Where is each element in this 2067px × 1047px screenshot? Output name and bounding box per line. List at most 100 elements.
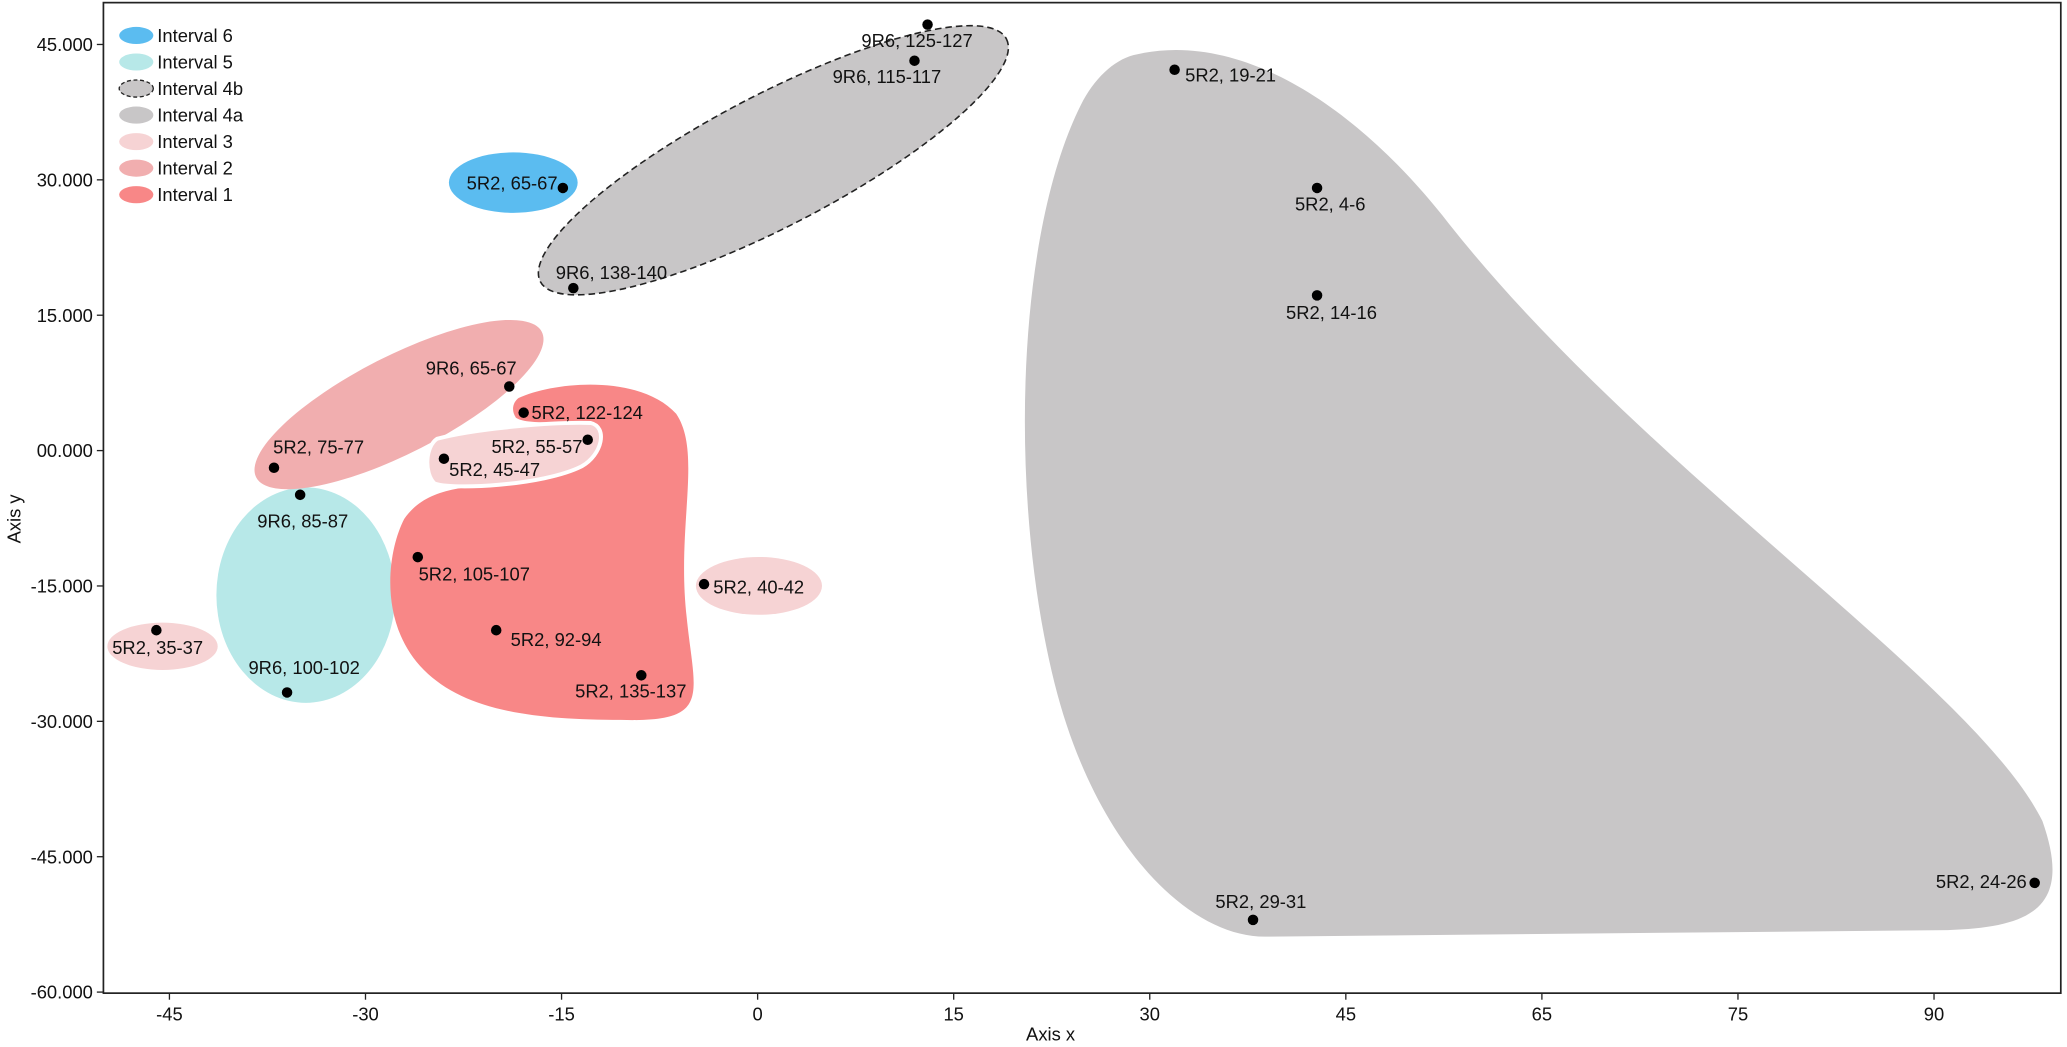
data-point: 5R2, 35-37: [112, 624, 203, 658]
data-point: 5R2, 65-67: [467, 172, 569, 194]
legend-label: Interval 6: [157, 25, 233, 46]
y-tick-label: 45.000: [37, 34, 93, 55]
point-marker: [698, 578, 710, 590]
data-point: 5R2, 29-31: [1215, 891, 1306, 926]
legend-swatch: [119, 186, 154, 204]
region-interval-3-b: [695, 556, 822, 615]
y-tick-label: -15.000: [31, 576, 93, 597]
point-marker: [2029, 877, 2040, 889]
point-label: 5R2, 14-16: [1286, 302, 1377, 323]
y-axis-label: Axis y: [4, 494, 25, 544]
data-point: 5R2, 45-47: [438, 453, 540, 480]
x-tick-label: 0: [753, 1004, 763, 1025]
data-point: 5R2, 40-42: [698, 576, 804, 597]
point-marker: [412, 551, 424, 563]
point-label: 9R6, 138-140: [556, 262, 667, 283]
point-label: 5R2, 40-42: [713, 576, 804, 597]
legend-label: Interval 2: [157, 158, 233, 179]
x-tick-label: 75: [1728, 1004, 1748, 1025]
legend-item: Interval 6: [119, 25, 233, 46]
data-point: 9R6, 125-127: [861, 19, 973, 51]
point-label: 5R2, 65-67: [467, 172, 558, 193]
data-point: 5R2, 75-77: [268, 436, 364, 473]
y-tick-label: 15.000: [37, 305, 93, 326]
y-tick-label: -60.000: [31, 982, 93, 1003]
legend-label: Interval 4a: [157, 105, 244, 126]
point-marker: [636, 670, 647, 681]
y-axis-ticks: 45.000 30.000 15.000 00.000 -15.000 -30.000 -4…: [31, 34, 104, 1003]
region-interval-4a: [1024, 49, 2053, 937]
point-label: 5R2, 105-107: [419, 564, 530, 585]
region-interval-4b: [537, 24, 1010, 296]
point-marker: [281, 687, 293, 698]
data-point: 5R2, 135-137: [575, 670, 686, 702]
legend-swatch: [119, 159, 154, 177]
data-points: 9R6, 125-127 9R6, 115-117 5R2, 19-21 5R2, 6…: [112, 19, 2040, 926]
data-point: 5R2, 19-21: [1169, 64, 1276, 86]
point-marker: [922, 19, 933, 30]
x-tick-label: -30: [352, 1004, 379, 1025]
point-label: 9R6, 65-67: [426, 358, 517, 379]
data-point: 5R2, 4-6: [1295, 182, 1365, 214]
region-interval-3-c: [425, 420, 603, 489]
region-interval-1: [390, 384, 694, 721]
point-marker: [504, 381, 515, 392]
point-label: 5R2, 19-21: [1185, 65, 1276, 86]
point-label: 5R2, 29-31: [1215, 891, 1306, 912]
point-label: 5R2, 122-124: [532, 402, 643, 423]
group-regions: [107, 24, 2053, 937]
data-point: 5R2, 92-94: [490, 624, 602, 650]
point-label: 5R2, 4-6: [1295, 193, 1365, 214]
point-label: 5R2, 55-57: [492, 436, 583, 457]
region-interval-2: [254, 319, 544, 490]
point-label: 5R2, 92-94: [511, 629, 602, 650]
data-point: 9R6, 115-117: [833, 55, 942, 87]
x-axis-ticks: -45 -30 -15 0 15 30 45 65 75 90: [156, 993, 1944, 1025]
point-label: 9R6, 100-102: [248, 657, 359, 678]
y-tick-label: 00.000: [37, 440, 93, 461]
legend-item: Interval 4b: [118, 78, 243, 99]
x-tick-label: 15: [943, 1004, 963, 1025]
data-point: 9R6, 65-67: [426, 358, 517, 392]
legend-swatch: [118, 79, 154, 98]
legend: Interval 6 Interval 5 Interval 4b Interval …: [118, 25, 244, 205]
point-marker: [557, 182, 569, 194]
legend-label: Interval 5: [157, 52, 233, 73]
data-point: 5R2, 55-57: [492, 434, 593, 457]
data-point: 5R2, 122-124: [518, 402, 643, 423]
point-label: 5R2, 24-26: [1936, 871, 2027, 892]
data-point: 9R6, 138-140: [556, 262, 667, 294]
legend-swatch: [119, 106, 154, 124]
point-label: 9R6, 115-117: [833, 66, 942, 87]
legend-item: Interval 5: [119, 52, 233, 73]
x-tick-label: 30: [1140, 1004, 1160, 1025]
point-marker: [294, 489, 306, 501]
point-label: 9R6, 85-87: [257, 511, 348, 532]
point-marker: [1311, 182, 1323, 194]
legend-item: Interval 1: [119, 184, 233, 205]
region-interval-5: [216, 487, 396, 703]
point-marker: [1169, 64, 1180, 75]
point-label: 5R2, 135-137: [575, 681, 686, 702]
point-marker: [268, 462, 280, 473]
point-marker: [151, 624, 162, 636]
point-marker: [518, 407, 529, 418]
plot-frame: [102, 1, 2062, 994]
data-point: 9R6, 85-87: [257, 489, 348, 532]
data-point: 9R6, 100-102: [248, 657, 360, 698]
y-tick-label: -30.000: [31, 711, 93, 732]
legend-label: Interval 3: [157, 131, 233, 152]
y-tick-label: 30.000: [37, 169, 93, 190]
legend-item: Interval 2: [119, 158, 233, 179]
x-tick-label: 45: [1336, 1004, 1356, 1025]
point-marker: [1311, 290, 1323, 301]
legend-item: Interval 4a: [119, 105, 244, 126]
point-label: 5R2, 75-77: [273, 436, 364, 457]
point-marker: [582, 434, 593, 446]
point-label: 9R6, 125-127: [861, 30, 972, 51]
point-label: 5R2, 35-37: [112, 637, 203, 658]
x-axis-label: Axis x: [1026, 1023, 1075, 1044]
x-tick-label: -15: [548, 1004, 575, 1025]
legend-item: Interval 3: [119, 131, 233, 152]
